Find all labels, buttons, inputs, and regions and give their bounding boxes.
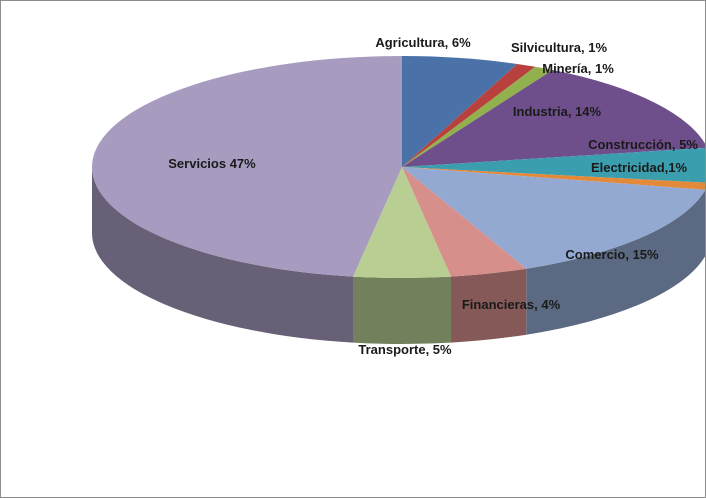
- slice-1: [402, 63, 536, 168]
- slice-6: [402, 167, 705, 269]
- slice-label-0: Agricultura, 6%: [375, 35, 471, 50]
- slice-side-9: [92, 167, 354, 343]
- pie-tops: [91, 56, 705, 278]
- slice-3: [402, 70, 705, 167]
- slice-label-2: Minería, 1%: [542, 61, 614, 76]
- slice-label-8: Transporte, 5%: [358, 342, 452, 357]
- slice-labels: Agricultura, 6% Silvicultura, 1% Minería, …: [168, 35, 698, 357]
- slice-8: [353, 167, 451, 278]
- slice-label-3: Industria, 14%: [513, 104, 602, 119]
- slice-label-4: Construcción, 5%: [588, 137, 698, 152]
- slice-label-7: Financieras, 4%: [462, 297, 561, 312]
- slice-side-7: [450, 268, 527, 343]
- pie-sides: [92, 167, 705, 344]
- slice-side-6: [526, 190, 705, 335]
- slice-4: [402, 147, 705, 183]
- slice-9: [91, 56, 402, 277]
- slice-label-6: Comercio, 15%: [565, 247, 659, 262]
- slice-label-5: Electricidad,1%: [591, 160, 688, 175]
- slice-7: [402, 167, 527, 277]
- slice-side-8: [353, 276, 451, 344]
- slice-0: [402, 56, 518, 167]
- slice-label-1: Silvicultura, 1%: [511, 40, 608, 55]
- slice-2: [402, 66, 553, 167]
- slice-label-9: Servicios 47%: [168, 156, 256, 171]
